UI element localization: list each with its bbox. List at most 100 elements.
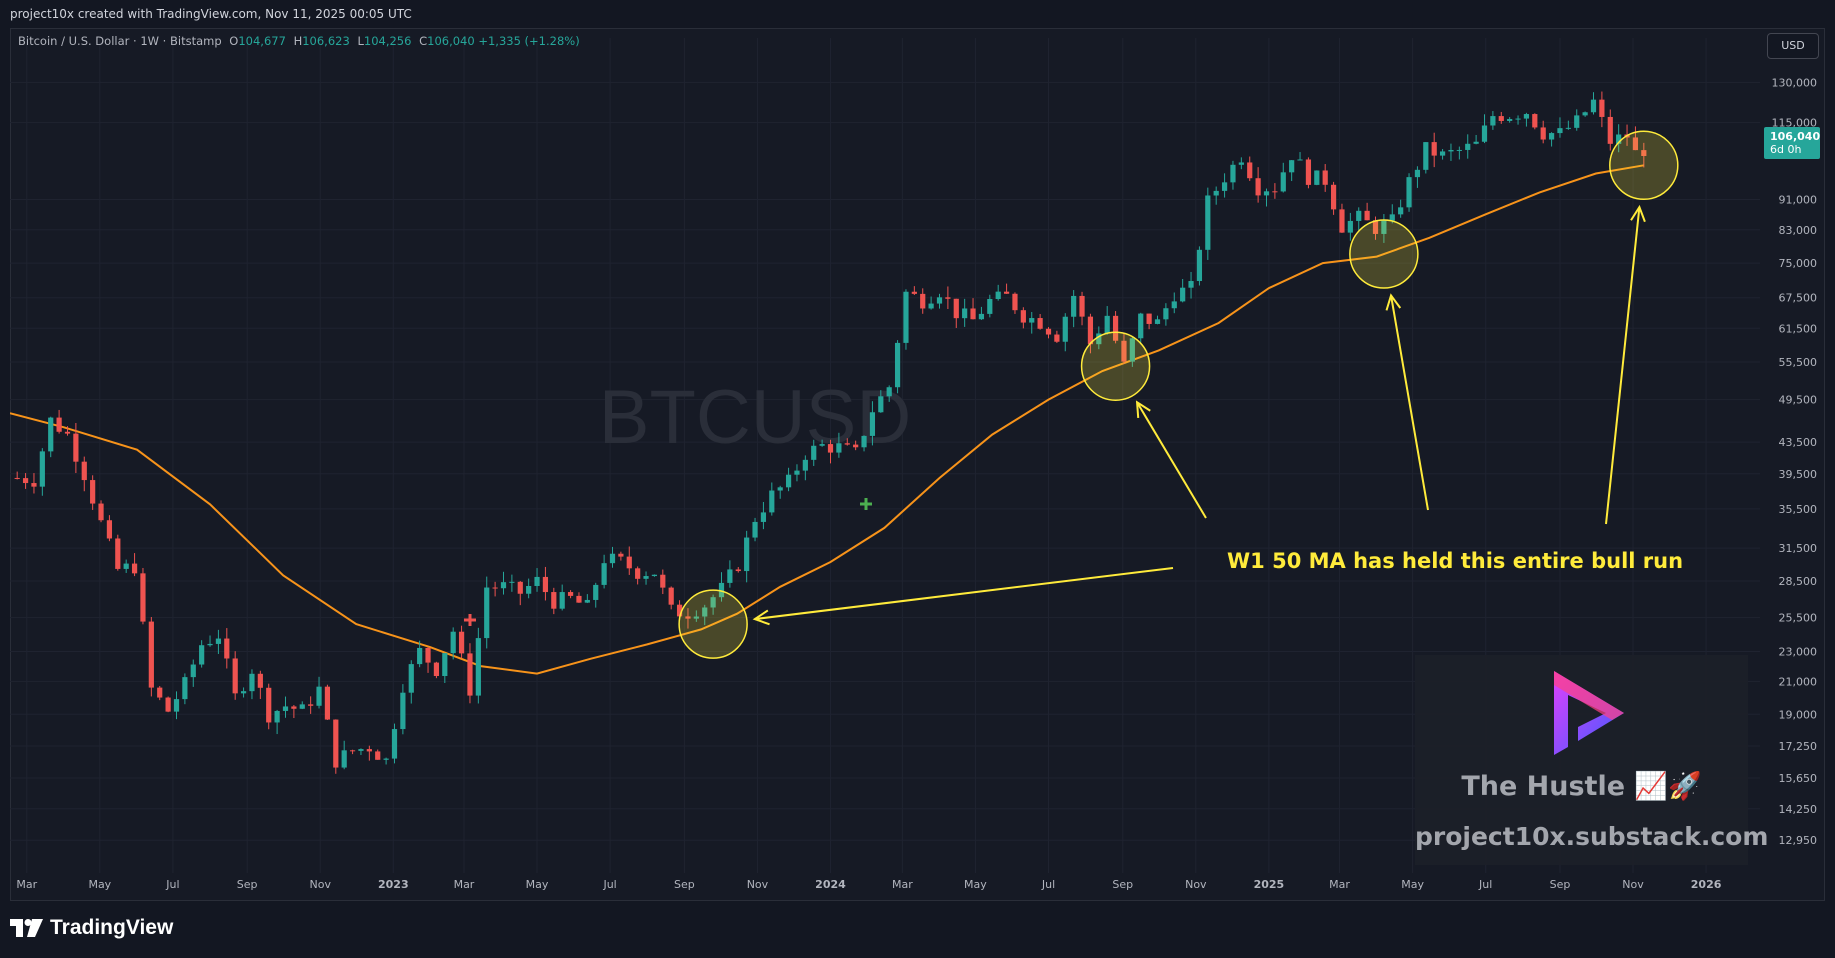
annotation-arrow — [1390, 295, 1429, 511]
candle-body — [836, 443, 842, 453]
close-label: C — [419, 34, 428, 48]
candle-body — [140, 573, 146, 622]
candle-body — [1305, 159, 1312, 185]
candle-body — [1297, 159, 1303, 161]
candle-body — [1456, 149, 1462, 151]
x-tick-label: 2025 — [1254, 878, 1285, 891]
candle-body — [1146, 313, 1152, 324]
candle-body — [1238, 162, 1244, 165]
candle-body — [190, 664, 196, 678]
candle-body — [1481, 125, 1488, 142]
candle-body — [1247, 162, 1253, 179]
y-tick-label: 91,000 — [1779, 194, 1818, 207]
candle-body — [400, 692, 406, 730]
candle-body — [676, 604, 683, 617]
candle-body — [442, 653, 448, 677]
annotation-arrow — [1605, 206, 1641, 525]
candle-body — [1498, 116, 1504, 121]
candle-body — [1465, 143, 1471, 150]
candle-body — [1079, 295, 1085, 317]
touch-highlights — [678, 130, 1679, 659]
candle-body — [207, 643, 213, 646]
candle-body — [39, 451, 45, 487]
y-tick-label: 115,000 — [1772, 117, 1818, 130]
candle-body — [1632, 137, 1639, 151]
candle-body — [962, 308, 968, 319]
brand-url[interactable]: project10x.substack.com — [1415, 822, 1769, 851]
candle-body — [601, 563, 607, 585]
x-tick-label: Sep — [1550, 878, 1571, 891]
candle-body — [920, 293, 926, 309]
candle-body — [1045, 328, 1052, 335]
candle-body — [1171, 301, 1177, 309]
currency-button[interactable]: USD — [1767, 33, 1819, 59]
candle-body — [1322, 170, 1328, 185]
candle-body — [635, 568, 641, 579]
candle-body — [1062, 316, 1068, 342]
x-tick-label: May — [964, 878, 987, 891]
candle-body — [450, 631, 456, 654]
candle-body — [1289, 160, 1295, 173]
candle-body — [349, 750, 356, 752]
candle-body — [1104, 315, 1110, 334]
open-label: O — [229, 34, 239, 48]
candle-body — [811, 445, 817, 460]
candle-body — [1582, 112, 1588, 116]
candle-body — [1599, 99, 1605, 117]
candle-body — [358, 749, 364, 751]
moving-average-50w — [10, 164, 1644, 675]
candle-body — [651, 574, 658, 577]
candle-body — [165, 697, 171, 712]
y-tick-label: 61,500 — [1779, 322, 1818, 335]
footer-bar — [0, 901, 1835, 958]
candle-body — [785, 474, 792, 488]
candle-body — [173, 699, 180, 712]
candle-body — [232, 658, 238, 694]
candle-body — [249, 673, 255, 692]
candle-body — [500, 582, 507, 589]
candle-body — [240, 691, 247, 694]
candle-body — [333, 719, 339, 768]
candle-body — [1154, 319, 1161, 324]
candle-body — [257, 673, 263, 688]
candle-body — [853, 444, 859, 448]
y-tick-label: 14,250 — [1779, 803, 1818, 816]
x-tick-label: Nov — [309, 878, 331, 891]
candle-body — [1574, 115, 1580, 128]
candle-body — [1196, 249, 1203, 282]
x-tick-label: Jul — [1041, 878, 1055, 891]
candle-body — [291, 706, 297, 709]
x-tick-label: 2023 — [378, 878, 409, 891]
candle-body — [182, 677, 188, 700]
candle-body — [526, 585, 532, 594]
x-tick-label: Sep — [1112, 878, 1133, 891]
candle-body — [1138, 313, 1144, 339]
arrow-head — [1385, 293, 1402, 311]
candle-body — [98, 503, 104, 521]
candle-body — [609, 553, 616, 564]
candle-body — [1180, 287, 1186, 302]
tradingview-logo[interactable]: TradingView — [10, 916, 173, 940]
candle-body — [383, 758, 389, 760]
candle-body — [81, 461, 87, 481]
brand-play-logo-icon — [1554, 671, 1624, 755]
ma-touch-circle — [1609, 130, 1679, 201]
y-axis: 130,000 115,000 91,000 83,000 75,000 67,500 61… — [1772, 76, 1818, 847]
candle-body — [1205, 195, 1211, 250]
candle-body — [1414, 169, 1421, 178]
y-tick-label: 31,500 — [1779, 542, 1818, 555]
candle-body — [1037, 318, 1043, 329]
symbol-legend[interactable]: Bitcoin / U.S. Dollar · 1W · Bitstamp O1… — [18, 34, 580, 48]
y-tick-label: 35,500 — [1779, 503, 1818, 516]
symbol-name: Bitcoin / U.S. Dollar · 1W · Bitstamp — [18, 34, 222, 48]
x-tick-label: Jul — [602, 878, 616, 891]
x-tick-label: Mar — [892, 878, 913, 891]
candle-body — [56, 417, 62, 432]
candle-body — [131, 563, 138, 574]
high-label: H — [293, 34, 303, 48]
brand-title: The Hustle 📈🚀 — [1461, 771, 1702, 802]
price-chart[interactable]: BTCUSD W1 50 MA has held this entire bul… — [10, 28, 1825, 901]
candle-body — [1364, 210, 1370, 221]
candle-body — [1221, 182, 1228, 191]
annotation-text: W1 50 MA has held this entire bull run — [1227, 549, 1683, 573]
